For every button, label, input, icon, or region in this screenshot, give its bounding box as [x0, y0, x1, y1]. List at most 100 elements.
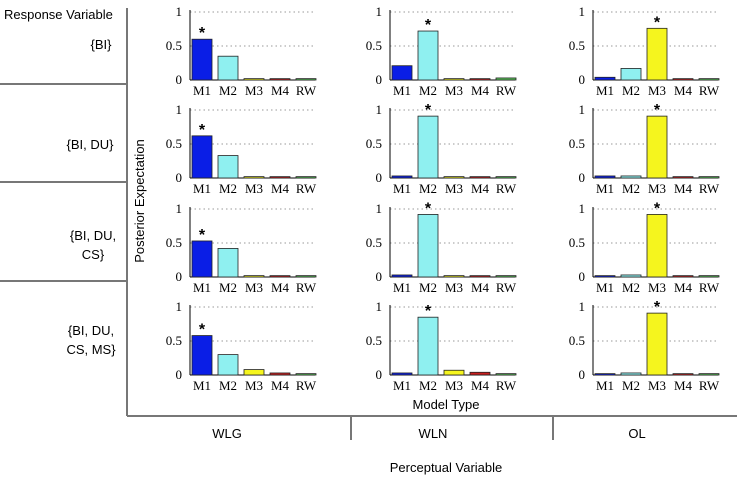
panel-r2-wlg-bar-m2 [217, 155, 239, 179]
panel-r3-wlg-bar-m1 [191, 240, 213, 278]
panel-r2-wlg-xtick-rw: RW [296, 181, 317, 196]
panel-r2-ol-xtick-rw: RW [699, 181, 720, 196]
panel-r2-ol-bar-rw [698, 176, 720, 179]
panel-r4-wln-bar-m4 [469, 371, 491, 376]
panel-r4-ol-bar-m3 [646, 312, 668, 376]
panel-r4-wln-bar-m1 [391, 372, 413, 376]
panel-r3-ol-ytick-0: 0 [579, 269, 586, 284]
panel-r2-wlg-xtick-m4: M4 [271, 181, 290, 196]
panel-r1-wln-xtick-m3: M3 [445, 83, 463, 98]
panel-r1-ol-xtick-m1: M1 [596, 83, 614, 98]
panel-r3-wln-ytick-0.5: 0.5 [366, 235, 382, 250]
panel-r2-wln-bar-m1 [391, 175, 413, 179]
panel-r2-ol-ytick-1: 1 [579, 102, 586, 117]
panel-r1-wlg: 0 0.5 1 M1 * M2 M3 M4 RW [166, 4, 317, 98]
panel-r4-wln-bar-m2 [417, 316, 439, 376]
panel-r3-wlg: 0 0.5 1 M1 * M2 M3 M4 RW [166, 201, 317, 295]
panel-r4-wln-xtick-rw: RW [496, 378, 517, 393]
panel-r2-ol-xtick-m4: M4 [674, 181, 693, 196]
panel-r1-wln: 0 0.5 1 M1 M2 * M3 M4 RW [366, 4, 517, 98]
panel-r1-ol-xtick-rw: RW [699, 83, 720, 98]
panel-r2-wln-xtick-m3: M3 [445, 181, 463, 196]
panel-r1-ol: 0 0.5 1 M1 M2 M3 * M4 RW [569, 4, 720, 98]
panel-r1-wln-star-m2: * [425, 17, 432, 34]
panel-r1-wlg-ytick-1: 1 [176, 4, 183, 19]
panel-r4-ol-xtick-m4: M4 [674, 378, 693, 393]
panel-r4-wln-star-m2: * [425, 303, 432, 320]
panel-r2-wlg-xtick-m2: M2 [219, 181, 237, 196]
panel-r3-wln-bar-m1 [391, 274, 413, 278]
panel-r1-ol-xtick-m3: M3 [648, 83, 666, 98]
panel-r4-wln-xtick-m1: M1 [393, 378, 411, 393]
panel-r4-wln-ytick-0.5: 0.5 [366, 333, 382, 348]
panel-r3-wlg-ytick-0.5: 0.5 [166, 235, 182, 250]
panel-r4-ol-bar-m1 [594, 373, 616, 376]
panel-r3-wlg-bar-m2 [217, 248, 239, 278]
panel-r4-wlg-xtick-rw: RW [296, 378, 317, 393]
panel-r1-wlg-xtick-m1: M1 [193, 83, 211, 98]
panel-r4-wln-ytick-1: 1 [376, 299, 383, 314]
panel-r2-ol-bar-m4 [672, 176, 694, 179]
panel-r3-ol-star-m3: * [654, 200, 661, 217]
panel-r1-wlg-xtick-m4: M4 [271, 83, 290, 98]
panel-r3-wln-star-m2: * [425, 200, 432, 217]
panel-r3-wln-ytick-0: 0 [376, 269, 383, 284]
panel-r2-wlg: 0 0.5 1 M1 * M2 M3 M4 RW [166, 102, 317, 196]
panel-r3-ol-xtick-rw: RW [699, 280, 720, 295]
panel-r1-wln-xtick-rw: RW [496, 83, 517, 98]
panel-r4-wlg-xtick-m3: M3 [245, 378, 263, 393]
panel-r4-wln: 0 0.5 1 M1 M2 * M3 M4 RW [366, 299, 517, 393]
panel-r2-ol-xtick-m1: M1 [596, 181, 614, 196]
panel-r2-wlg-star-m1: * [199, 122, 206, 139]
panel-r2-wln-xtick-rw: RW [496, 181, 517, 196]
panel-r3-wlg-ytick-0: 0 [176, 269, 183, 284]
panel-r4-wlg-bar-m2 [217, 354, 239, 376]
panel-r1-wln-bar-m2 [417, 30, 439, 81]
panel-r4-ol: 0 0.5 1 M1 M2 M3 * M4 RW [569, 299, 720, 393]
panel-r4-wlg-ytick-0.5: 0.5 [166, 333, 182, 348]
panel-r1-ol-bar-m4 [672, 78, 694, 81]
panel-r2-ol-star-m3: * [654, 102, 661, 119]
panel-r3-ol-ytick-1: 1 [579, 201, 586, 216]
panel-r2-ol-xtick-m2: M2 [622, 181, 640, 196]
panel-r2-ol-bar-m2 [620, 175, 642, 179]
panel-r2-wln-bar-m2 [417, 115, 439, 179]
panel-r1-wlg-bar-rw [295, 78, 317, 81]
panel-r4-wlg-bar-m1 [191, 335, 213, 376]
panel-r2-wlg-bar-m4 [269, 176, 291, 179]
panel-r3-ol: 0 0.5 1 M1 M2 M3 * M4 RW [569, 200, 720, 295]
row-label-3-line-2: CS} [82, 247, 105, 262]
panel-r4-ol-star-m3: * [654, 299, 661, 316]
panel-r4-wlg-xtick-m1: M1 [193, 378, 211, 393]
panel-r2-wlg-ytick-0.5: 0.5 [166, 136, 182, 151]
panel-r4-ol-ytick-0.5: 0.5 [569, 333, 585, 348]
panel-r4-wln-xtick-m3: M3 [445, 378, 463, 393]
panel-r3-wlg-xtick-m1: M1 [193, 280, 211, 295]
panel-r1-wln-bar-m1 [391, 65, 413, 81]
panel-r4-ol-ytick-0: 0 [579, 367, 586, 382]
panel-r1-ol-bar-m3 [646, 27, 668, 81]
panel-r2-wlg-bar-m3 [243, 176, 265, 179]
panel-r1-ol-xtick-m2: M2 [622, 83, 640, 98]
row-labels: {BI} {BI, DU} {BI, DU, CS} {BI, DU, CS, … [66, 37, 116, 357]
panel-r4-wlg-bar-m3 [243, 369, 265, 376]
perceptual-variable-label: Perceptual Variable [390, 460, 503, 475]
panel-r2-wln-xtick-m4: M4 [471, 181, 490, 196]
panel-r2-ol-xtick-m3: M3 [648, 181, 666, 196]
panel-r1-wln-bar-m4 [469, 78, 491, 81]
panel-r2-wln-ytick-0.5: 0.5 [366, 136, 382, 151]
panel-r4-wlg-bar-rw [295, 373, 317, 376]
panel-r2-wlg-ytick-1: 1 [176, 102, 183, 117]
panel-r1-ol-bar-m1 [594, 76, 616, 81]
panel-r1-ol-ytick-1: 1 [579, 4, 586, 19]
row-label-4-line-2: CS, MS} [66, 342, 116, 357]
panel-r2-wln-star-m2: * [425, 102, 432, 119]
panel-r2-wlg-xtick-m3: M3 [245, 181, 263, 196]
panel-r1-wlg-bar-m1 [191, 38, 213, 81]
panel-r1-wln-ytick-0.5: 0.5 [366, 38, 382, 53]
panel-r3-wlg-ytick-1: 1 [176, 201, 183, 216]
panel-r1-wlg-xtick-m2: M2 [219, 83, 237, 98]
row-label-4-line-1: {BI, DU, [68, 323, 114, 338]
panel-r1-ol-ytick-0: 0 [579, 72, 586, 87]
